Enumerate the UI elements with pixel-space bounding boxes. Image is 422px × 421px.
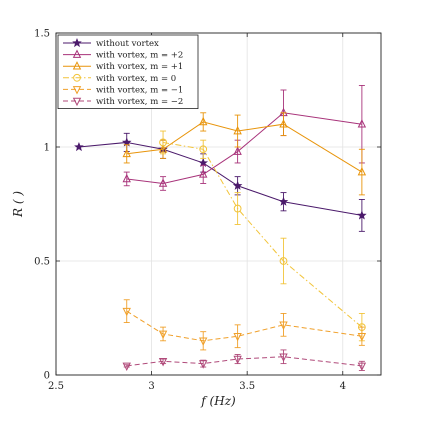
data-point xyxy=(122,362,131,371)
series-line xyxy=(126,112,362,184)
series-line xyxy=(126,356,362,367)
series-2 xyxy=(122,84,367,191)
x-tick-label: 3.5 xyxy=(239,381,255,392)
data-point xyxy=(122,173,131,183)
data-point xyxy=(198,337,208,346)
series-3 xyxy=(122,112,367,196)
y-tick-label: 0 xyxy=(44,371,50,382)
data-point xyxy=(198,157,208,168)
data-point xyxy=(198,360,208,369)
legend-marker xyxy=(72,37,82,48)
data-point xyxy=(279,257,288,265)
legend-label: with vortex, m = +2 xyxy=(96,51,183,61)
data-point xyxy=(232,180,243,190)
y-axis-title: R ( ) xyxy=(11,191,25,218)
x-tick-label: 2.5 xyxy=(48,381,64,392)
series-layer xyxy=(74,84,367,371)
data-point xyxy=(357,210,367,220)
legend-item: with vortex, m = +2 xyxy=(63,49,183,61)
x-axis-title: f (Hz) xyxy=(200,394,236,408)
data-point xyxy=(278,196,289,206)
data-point xyxy=(158,330,168,340)
legend-marker xyxy=(72,49,82,58)
data-point xyxy=(158,358,168,367)
plot-frame xyxy=(55,32,382,376)
data-point xyxy=(279,119,288,128)
data-point xyxy=(357,362,367,371)
legend-label: without vortex xyxy=(96,39,159,49)
legend-item: with vortex, m = −1 xyxy=(63,85,183,95)
data-point xyxy=(233,355,242,365)
legend-box xyxy=(57,34,199,109)
series-line xyxy=(162,141,363,328)
data-point xyxy=(357,119,367,128)
data-point xyxy=(121,137,132,147)
y-tick-label: 1.5 xyxy=(34,29,50,40)
series-6 xyxy=(122,349,367,371)
y-tick-label: 1 xyxy=(44,143,50,154)
legend-item: with vortex, m = +1 xyxy=(63,61,183,72)
data-point xyxy=(122,148,131,158)
data-point xyxy=(233,204,242,213)
series-line xyxy=(126,121,363,173)
data-point xyxy=(122,307,131,317)
legend-label: with vortex, m = −1 xyxy=(96,85,183,95)
axis-layer: 2.5 3 3.5 4 0 0.5 1 1.5 xyxy=(34,29,381,392)
legend-marker xyxy=(72,86,82,95)
legend-label: with vortex, m = −2 xyxy=(96,97,183,107)
x-tick-label: 3 xyxy=(148,381,154,392)
series-line xyxy=(126,310,362,342)
data-point xyxy=(198,169,208,178)
data-point xyxy=(279,353,288,362)
data-point xyxy=(198,116,208,126)
data-point xyxy=(357,166,367,176)
legend-item: with vortex, m = 0 xyxy=(63,74,176,84)
data-point xyxy=(279,321,288,330)
series-4 xyxy=(159,130,366,342)
legend-item: with vortex, m = −2 xyxy=(63,97,183,107)
legend-label: with vortex, m = +1 xyxy=(96,62,183,72)
data-point xyxy=(233,332,242,342)
data-point xyxy=(199,145,208,154)
legend-item: without vortex xyxy=(63,37,159,49)
legend-marker xyxy=(72,61,82,70)
data-point xyxy=(357,332,367,342)
legend-label: with vortex, m = 0 xyxy=(96,74,176,84)
data-point xyxy=(233,146,242,155)
legend-marker xyxy=(72,97,82,107)
data-point xyxy=(158,178,168,187)
series-line xyxy=(78,141,362,216)
data-point xyxy=(159,138,167,147)
x-tick-label: 4 xyxy=(340,381,346,392)
data-point xyxy=(74,141,84,152)
data-point xyxy=(233,125,242,135)
y-tick-label: 0.5 xyxy=(34,257,50,268)
series-5 xyxy=(122,299,367,351)
legend-marker xyxy=(73,73,81,82)
